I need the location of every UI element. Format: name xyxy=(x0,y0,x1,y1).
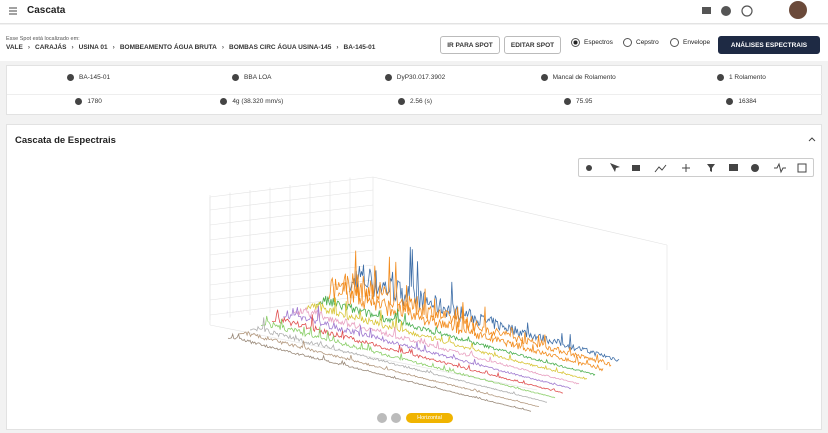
goto-button[interactable]: IR PARA SPOT xyxy=(440,36,500,54)
spectrum-line xyxy=(293,306,580,385)
info-icon xyxy=(726,98,734,105)
info-value: 1 Rolamento xyxy=(728,73,766,81)
breadcrumb-item[interactable]: BOMBAS CIRC ÁGUA USINA-145 xyxy=(229,44,332,51)
avatar[interactable] xyxy=(789,1,807,19)
info-value: BA-145-01 xyxy=(79,73,111,81)
info-icon xyxy=(67,73,75,81)
chart-panel: Cascata de Espectrais Horizontal xyxy=(6,124,822,430)
radio[interactable]: Envelope xyxy=(670,38,710,47)
info-value: 1780 xyxy=(87,98,102,105)
radio-label: Envelope xyxy=(683,39,711,46)
radio-circle xyxy=(623,38,632,47)
info-value: 4g (38.320 mm/s) xyxy=(232,98,284,105)
spectrum-line xyxy=(249,317,547,403)
axis-line xyxy=(372,176,668,246)
info-value: Mancal de Rolamento xyxy=(552,73,616,81)
info-icon xyxy=(384,73,392,81)
info-value: 16384 xyxy=(738,98,757,105)
info-cell: 1 Rolamento xyxy=(660,70,823,84)
axis-line xyxy=(209,234,374,256)
edit-button[interactable]: EDITAR SPOT xyxy=(504,36,561,54)
breadcrumb-separator: › xyxy=(221,44,225,51)
spectrum-line xyxy=(227,332,532,412)
info-icon xyxy=(232,73,240,81)
spectrum-line xyxy=(282,305,572,390)
info-value: BBA LOA xyxy=(244,73,272,81)
info-cell: BA-145-01 xyxy=(7,70,170,84)
spectrum-line xyxy=(315,295,596,376)
breadcrumb-separator: › xyxy=(71,44,74,51)
spectrum-line xyxy=(238,330,540,407)
info-cell: 4g (38.320 mm/s) xyxy=(170,94,334,108)
info-cell: 16384 xyxy=(659,94,823,108)
spectrum-line xyxy=(326,250,604,372)
breadcrumb-separator: › xyxy=(27,44,31,51)
toolbar-icons xyxy=(586,162,807,174)
breadcrumb-separator: › xyxy=(336,44,339,51)
chart-toolbar[interactable] xyxy=(578,158,814,177)
radio[interactable]: Espectros xyxy=(571,38,613,47)
info-value: 2.56 (s) xyxy=(409,98,432,105)
info-icon xyxy=(540,73,548,81)
waterfall-chart xyxy=(209,176,668,412)
info-cell: 2.56 (s) xyxy=(333,94,497,108)
axis-line xyxy=(209,294,374,316)
info-cell: 75.95 xyxy=(496,94,660,108)
breadcrumb: VALE › CARAJÁS › USINA 01 › BOMBEAMENTO ÁGUA B… xyxy=(6,44,375,51)
spectrum-line xyxy=(304,297,588,380)
info-value: 75.95 xyxy=(576,98,593,105)
info-cell: 1780 xyxy=(7,94,171,108)
breadcrumb-caption: Esse Spot está localizado em: xyxy=(6,36,80,42)
header-icons[interactable] xyxy=(700,4,760,18)
axis-line xyxy=(209,204,374,226)
radio-circle xyxy=(670,38,679,47)
info-cell: BBA LOA xyxy=(170,70,333,84)
primary-button[interactable]: ANÁLISES ESPECTRAIS xyxy=(718,36,820,54)
breadcrumb-separator: › xyxy=(112,44,115,51)
radio[interactable]: Cepstro xyxy=(623,38,659,47)
breadcrumb-item[interactable]: BA-145-01 xyxy=(343,44,376,51)
info-cell: DyP30.017.3902 xyxy=(333,70,496,84)
info-icon xyxy=(716,73,724,81)
breadcrumb-item[interactable]: BOMBEAMENTO ÁGUA BRUTA xyxy=(119,44,217,51)
breadcrumb-item[interactable]: USINA 01 xyxy=(78,44,108,51)
radio-circle xyxy=(571,38,580,47)
spectrum-line xyxy=(260,315,556,399)
top-bar: Cascata xyxy=(0,0,828,24)
breadcrumb-item[interactable]: CARAJÁS xyxy=(35,44,67,51)
breadcrumb-bar: Esse Spot está localizado em: VALE › CARAJ… xyxy=(0,25,828,61)
radio-label: Cepstro xyxy=(636,39,659,46)
info-icon xyxy=(75,98,83,105)
page-title: Cascata xyxy=(27,5,66,16)
axis-line xyxy=(209,219,374,241)
info-cell: Mancal de Rolamento xyxy=(497,70,660,84)
breadcrumb-item[interactable]: VALE xyxy=(6,44,23,51)
axis-line xyxy=(209,249,374,271)
collapse-icon[interactable] xyxy=(807,135,817,143)
info-icon xyxy=(397,98,405,105)
next-button[interactable] xyxy=(391,413,401,423)
mode-toggle[interactable]: Horizontal xyxy=(406,413,453,423)
prev-button[interactable] xyxy=(377,413,387,423)
axis-line xyxy=(209,189,374,211)
primary-label: ANÁLISES ESPECTRAIS xyxy=(730,41,808,49)
info-icon xyxy=(564,98,572,105)
axis-line xyxy=(209,176,374,198)
info-card: BA-145-01 BBA LOA DyP30.017.3902 Mancal de … xyxy=(6,65,823,115)
info-icon xyxy=(220,98,228,105)
info-value: DyP30.017.3902 xyxy=(396,73,446,81)
panel-title: Cascata de Espectrais xyxy=(15,135,116,146)
menu-icon[interactable] xyxy=(8,6,18,16)
axis-line xyxy=(209,264,374,286)
radio-label: Espectros xyxy=(584,39,613,46)
